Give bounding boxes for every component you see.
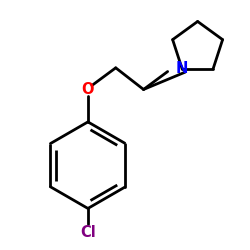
Text: O: O — [82, 82, 94, 97]
Text: N: N — [176, 62, 188, 76]
Text: Cl: Cl — [80, 226, 96, 240]
